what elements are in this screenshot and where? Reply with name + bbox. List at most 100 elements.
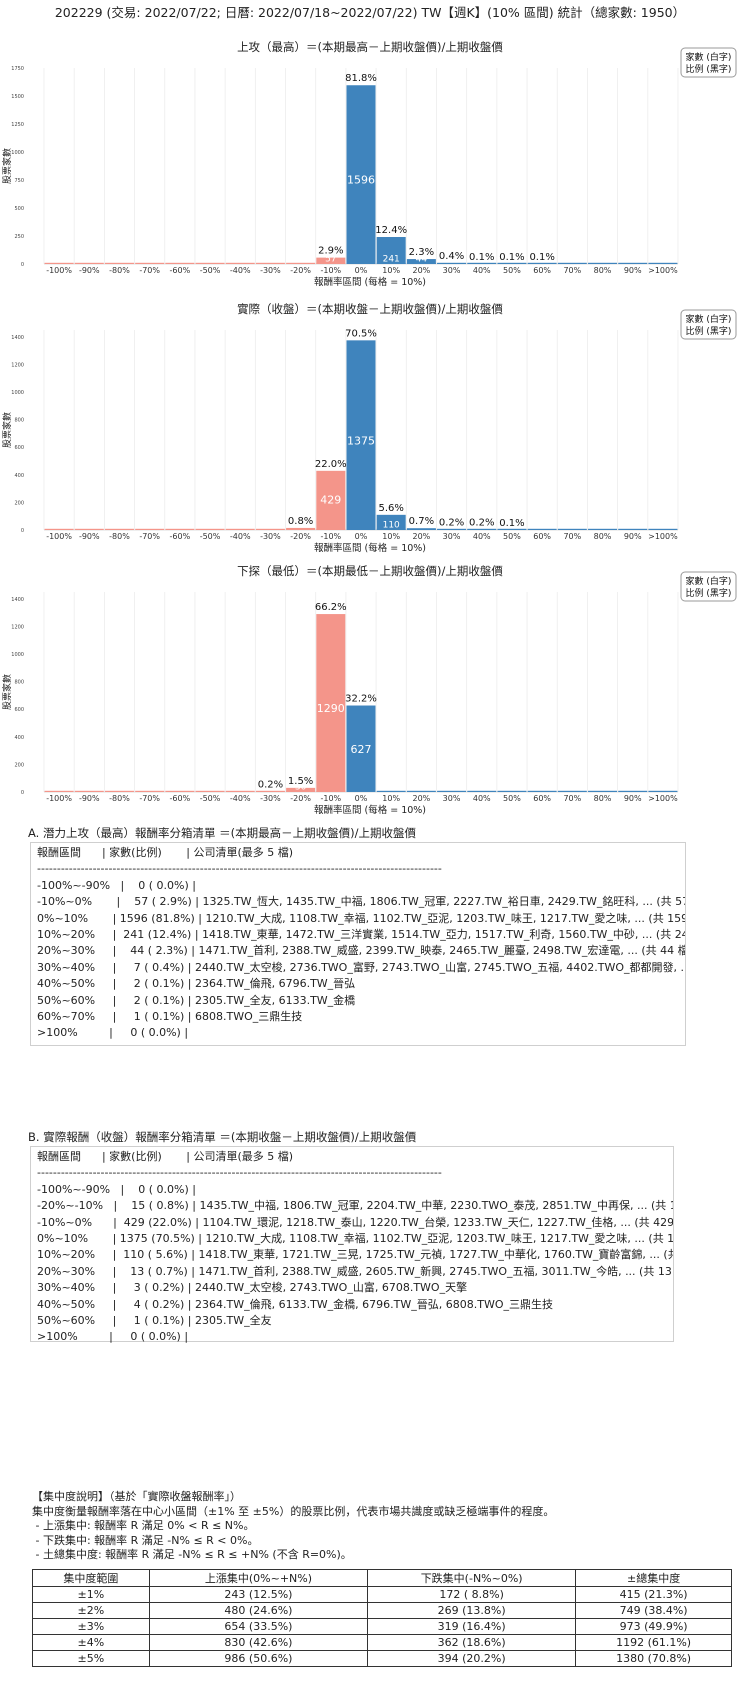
list-line: 50%~60% | 2 ( 0.1%) | 2305.TW_全友, 6133.T… [37,993,356,1007]
bar-count-label: 1375 [347,435,375,448]
list-line: -10%~0% | 429 (22.0%) | 1104.TW_環泥, 1218… [37,1215,673,1229]
bar-percent-label: 0.7% [409,516,434,527]
x-tick-label: >100% [648,266,678,275]
x-tick-label: -10% [320,266,341,275]
table-cell: 415 (21.3%) [575,1586,732,1603]
bar-baseline-stub [437,528,467,530]
x-tick-label: -90% [79,794,100,803]
list-line: 50%~60% | 1 ( 0.1%) | 2305.TW_全友 [37,1314,272,1328]
table-cell: 749 (38.4%) [575,1602,732,1619]
concentration-note-line: - 下跌集中: 報酬率 R 滿足 -N% ≤ R < 0%。 [32,1533,259,1547]
x-tick-label: 90% [624,532,642,541]
chart-title: 上攻（最高）＝(本期最高－上期收盤價)/上期收盤價 [237,40,503,54]
y-tick-label: 400 [14,735,24,741]
list-line: ----------------------------------------… [37,1166,442,1180]
x-tick-label: -90% [79,266,100,275]
bar-count-label: 110 [383,521,400,531]
bar-baseline-stub [44,262,74,264]
list-line: 20%~30% | 44 ( 2.3%) | 1471.TW_首利, 2388.… [37,944,685,958]
legend-entry: 比例 (黑字) [686,587,732,599]
x-tick-label: -30% [260,794,281,803]
x-tick-label: 50% [503,532,521,541]
bar-baseline-stub [527,528,557,530]
x-tick-label: -20% [290,532,311,541]
bar-baseline-stub [225,790,255,792]
legend: 家數 (白字)比例 (黑字) [680,47,737,78]
list-line: 10%~20% | 110 ( 5.6%) | 1418.TW_東華, 1721… [37,1248,673,1262]
table-cell: ±1% [32,1586,150,1603]
x-tick-label: 60% [533,794,551,803]
table-row: ±5% 986 (50.6%) 394 (20.2%) 1380 (70.8%) [32,1650,732,1667]
list-line: 20%~30% | 13 ( 0.7%) | 1471.TW_首利, 2388.… [37,1264,673,1278]
bar-percent-label: 0.8% [288,516,313,527]
list-line: 40%~50% | 2 ( 0.1%) | 2364.TW_倫飛, 6796.T… [37,977,356,991]
x-tick-label: -10% [320,532,341,541]
list-line: 30%~40% | 3 ( 0.2%) | 2440.TW_太空梭, 2743.… [37,1281,468,1295]
y-tick-label: 0 [21,528,24,534]
table-cell: 654 (33.5%) [148,1618,369,1635]
x-tick-label: 60% [533,266,551,275]
y-tick-label: 200 [14,762,24,768]
bar-percent-label: 0.1% [499,518,524,529]
bar-baseline-stub [255,262,285,264]
x-tick-label: -60% [170,266,191,275]
bar-count-label: 30 [295,783,307,793]
x-tick-label: 0% [355,266,368,275]
bar-percent-label: 2.9% [318,246,343,257]
y-tick-label: 800 [14,418,24,424]
list-line: ----------------------------------------… [37,862,442,876]
y-axis-label: 股票家數 [1,674,13,710]
table-cell: 362 (18.6%) [367,1634,577,1651]
list-b-box: 報酬區間 | 家數(比例) | 公司清單(最多 5 檔) ------------… [30,1146,674,1343]
bar-baseline-stub [165,528,195,530]
chart-downside: 下探（最低）＝(本期最低－上期收盤價)/上期收盤價 0 200 400 600 800 10… [1,564,737,816]
bar-count-label: 1596 [347,174,375,187]
bar-count-label: 57 [325,255,336,265]
y-tick-label: 0 [21,262,24,268]
x-tick-label: 20% [412,532,430,541]
table-cell: 243 (12.5%) [148,1586,369,1603]
x-tick-label: -40% [230,266,251,275]
y-tick-label: 500 [14,206,24,212]
bar-baseline-stub [225,528,255,530]
concentration-note-line: 集中度衡量報酬率落在中心小區間（±1% 至 ±5%）的股票比例，代表市場共識度或… [32,1504,555,1518]
table-cell: 986 (50.6%) [148,1650,369,1667]
concentration-notes: 【集中度說明】（基於「實際收盤報酬率」） 集中度衡量報酬率落在中心小區間（±1% … [32,1490,554,1563]
bar-baseline-stub [557,262,587,264]
x-tick-label: 20% [412,794,430,803]
table-cell: ±2% [32,1602,150,1619]
bar [406,259,436,264]
x-tick-label: >100% [648,794,678,803]
x-axis-label: 報酬率區間 (每格 = 10%) [314,804,426,816]
table-cell: ±5% [32,1650,150,1667]
legend: 家數 (白字)比例 (黑字) [680,571,737,602]
x-tick-label: -50% [200,266,221,275]
table-row: ±3% 654 (33.5%) 319 (16.4%) 973 (49.9%) [32,1618,732,1635]
x-tick-label: 40% [473,794,491,803]
bar-percent-label: 5.6% [378,503,403,514]
bar-count-label: 241 [383,255,400,265]
x-tick-label: -100% [46,266,72,275]
y-tick-label: 1400 [11,335,24,341]
y-tick-label: 600 [14,707,24,713]
bar-baseline-stub [557,790,587,792]
table-cell: 480 (24.6%) [148,1602,369,1619]
table-header-cell: 集中度範圍 [32,1569,150,1587]
y-tick-label: 1000 [11,652,24,658]
x-tick-label: 70% [563,266,581,275]
y-tick-label: 250 [14,234,24,240]
concentration-note-line: - 土總集中度: 報酬率 R 滿足 -N% ≤ R ≤ +N% (不含 R=0%… [32,1548,352,1561]
legend-entry: 比例 (黑字) [686,63,732,75]
bar-baseline-stub [588,790,618,792]
list-line: 40%~50% | 4 ( 0.2%) | 2364.TW_倫飛, 6133.T… [37,1297,553,1311]
bar-percent-label: 0.1% [499,252,524,263]
bar-percent-label: 0.1% [529,252,554,263]
y-tick-label: 800 [14,680,24,686]
x-tick-label: -70% [139,532,160,541]
y-tick-label: 750 [14,178,24,184]
bar-percent-label: 70.5% [345,328,377,339]
x-tick-label: -70% [139,794,160,803]
bar-percent-label: 0.4% [439,251,464,262]
x-tick-label: -20% [290,266,311,275]
list-line: 60%~70% | 1 ( 0.1%) | 6808.TWO_三鼎生技 [37,1010,303,1024]
